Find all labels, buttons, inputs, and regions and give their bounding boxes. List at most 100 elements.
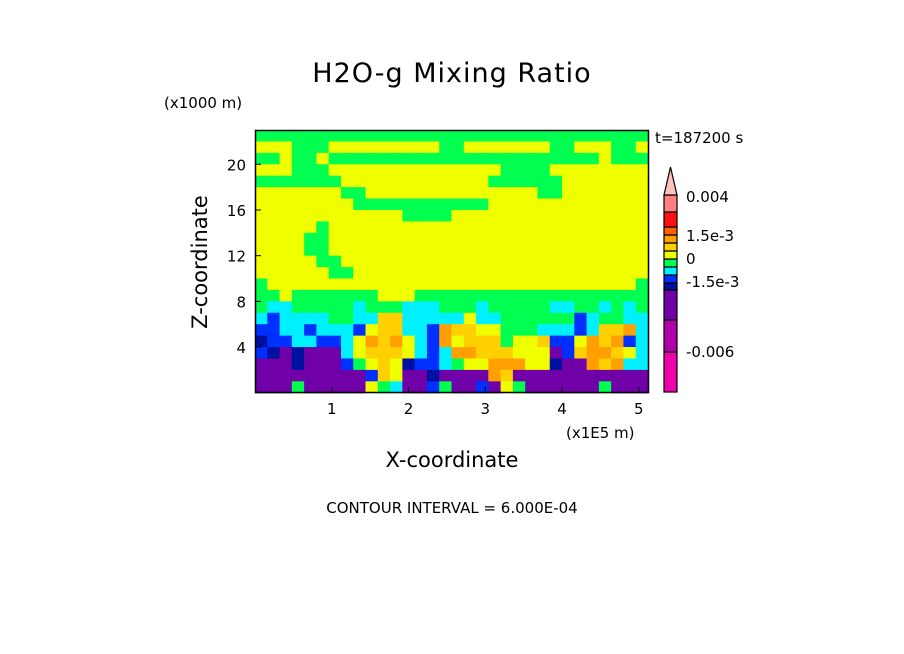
- contour-cell: [611, 232, 625, 245]
- contour-cell: [291, 130, 305, 143]
- contour-cell: [512, 301, 526, 314]
- contour-cell: [291, 175, 305, 188]
- contour-cell: [537, 187, 551, 200]
- contour-cell: [353, 141, 367, 154]
- contour-cell: [316, 141, 330, 154]
- contour-interval-label: CONTOUR INTERVAL = 6.000E-04: [326, 499, 578, 517]
- contour-cell: [426, 324, 440, 337]
- contour-cell: [635, 198, 649, 211]
- contour-cell: [574, 130, 588, 143]
- contour-cell: [291, 324, 305, 337]
- contour-cell: [451, 267, 465, 280]
- contour-cell: [537, 278, 551, 291]
- contour-cell: [451, 152, 465, 165]
- contour-cell: [426, 289, 440, 302]
- contour-cell: [255, 209, 268, 222]
- contour-cell: [414, 381, 428, 394]
- contour-cell: [279, 267, 293, 280]
- contour-cell: [390, 278, 403, 291]
- contour-cell: [451, 312, 465, 325]
- contour-cell: [414, 347, 428, 360]
- colorbar-segment: [663, 274, 678, 284]
- contour-cell: [549, 278, 563, 291]
- contour-cell: [279, 278, 293, 291]
- contour-cell: [439, 381, 453, 394]
- contour-cell: [255, 335, 268, 348]
- contour-cell: [255, 221, 268, 234]
- contour-cell: [488, 187, 502, 200]
- contour-cell: [500, 381, 514, 394]
- contour-cell: [353, 301, 367, 314]
- contour-cell: [451, 324, 465, 337]
- contour-cell: [390, 164, 403, 177]
- contour-cell: [255, 301, 268, 314]
- contour-cell: [291, 278, 305, 291]
- contour-cell: [365, 232, 379, 245]
- contour-cell: [537, 175, 551, 188]
- contour-cell: [623, 232, 637, 245]
- contour-cell: [377, 301, 391, 314]
- contour-cell: [574, 232, 588, 245]
- contour-cell: [340, 301, 354, 314]
- contour-cell: [476, 335, 489, 348]
- contour-cell: [476, 141, 489, 154]
- contour-cell: [562, 187, 575, 200]
- contour-cell: [525, 369, 539, 382]
- contour-cell: [549, 312, 563, 325]
- contour-cell: [279, 347, 293, 360]
- contour-cell: [426, 209, 440, 222]
- contour-cell: [500, 198, 514, 211]
- contour-cell: [267, 381, 281, 394]
- colorbar-segment: [663, 258, 678, 268]
- contour-cell: [279, 152, 293, 165]
- contour-cell: [476, 209, 489, 222]
- contour-cell: [463, 141, 477, 154]
- contour-cell: [525, 221, 539, 234]
- contour-cell: [390, 312, 403, 325]
- contour-cell: [365, 175, 379, 188]
- contour-cell: [255, 381, 268, 394]
- contour-cell: [365, 198, 379, 211]
- contour-cell: [635, 289, 649, 302]
- contour-cell: [598, 209, 612, 222]
- contour-cell: [562, 232, 575, 245]
- contour-cell: [598, 312, 612, 325]
- contour-cell: [255, 187, 268, 200]
- contour-cell: [267, 152, 281, 165]
- contour-cell: [512, 198, 526, 211]
- contour-cell: [267, 324, 281, 337]
- contour-cell: [304, 198, 318, 211]
- contour-cell: [562, 255, 575, 268]
- contour-cell: [402, 141, 416, 154]
- contour-cell: [463, 255, 477, 268]
- contour-cell: [525, 209, 539, 222]
- contour-cell: [586, 358, 600, 371]
- contour-cell: [328, 130, 342, 143]
- contour-cell: [304, 255, 318, 268]
- contour-cell: [476, 381, 489, 394]
- contour-cell: [586, 232, 600, 245]
- contour-cell: [304, 324, 318, 337]
- contour-cell: [500, 301, 514, 314]
- contour-cell: [537, 221, 551, 234]
- contour-cell: [623, 289, 637, 302]
- contour-cell: [304, 347, 318, 360]
- contour-cell: [623, 244, 637, 257]
- contour-cell: [414, 267, 428, 280]
- contour-cell: [623, 187, 637, 200]
- contour-cell: [635, 347, 649, 360]
- contour-cell: [414, 198, 428, 211]
- contour-cell: [279, 232, 293, 245]
- contour-cell: [500, 312, 514, 325]
- contour-cell: [623, 164, 637, 177]
- contour-cell: [549, 369, 563, 382]
- contour-cell: [316, 369, 330, 382]
- contour-cell: [340, 289, 354, 302]
- contour-cell: [611, 278, 625, 291]
- contour-cell: [365, 335, 379, 348]
- contour-cell: [328, 267, 342, 280]
- contour-cell: [365, 358, 379, 371]
- contour-cell: [611, 347, 625, 360]
- colorbar-label: 1.5e-3: [686, 227, 734, 245]
- contour-cell: [365, 221, 379, 234]
